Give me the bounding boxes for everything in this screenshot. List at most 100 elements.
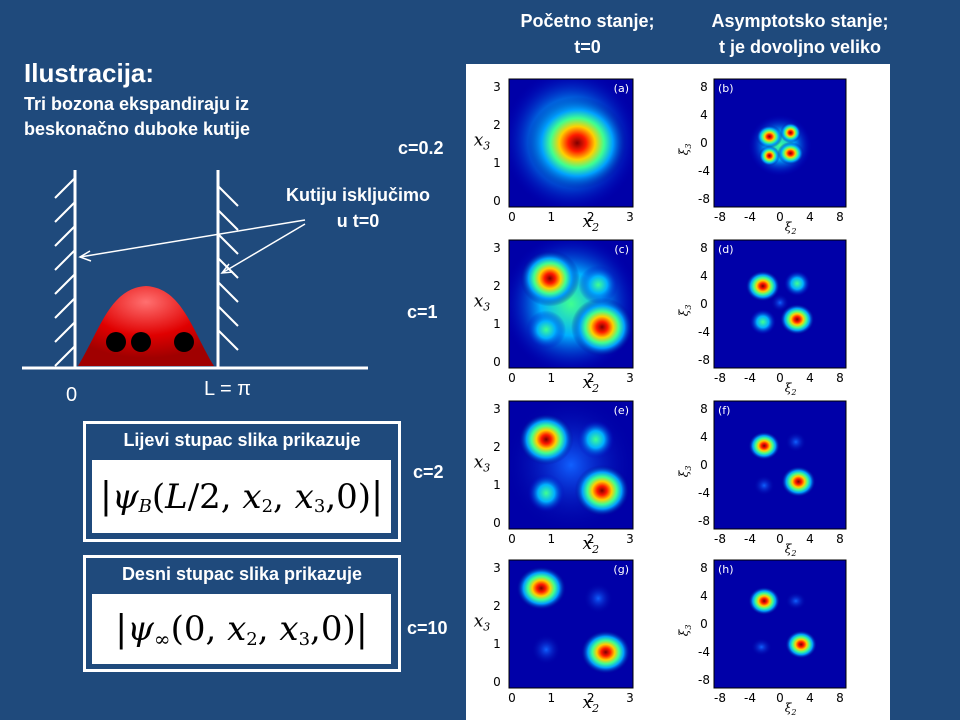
y-tick-label: 0 [700, 297, 708, 311]
heatmap-peak [578, 265, 619, 304]
x-tick-label: 1 [548, 532, 556, 546]
y-tick-label: 0 [493, 516, 501, 530]
x-tick-label: 8 [836, 371, 844, 385]
subtitle-line1: Tri bozona ekspandiraju iz [24, 94, 250, 114]
page-subtitle: Tri bozona ekspandiraju iz beskonačno du… [24, 92, 250, 142]
heatmap-peak [516, 566, 567, 610]
x-tick-label: 0 [508, 691, 516, 705]
x-tick-label: 0 [776, 371, 784, 385]
heatmap-peak [749, 309, 777, 335]
right-column-header-line2: t je dovoljno veliko [718, 37, 882, 57]
y-tick-label: 8 [700, 80, 708, 94]
x-axis-label-left-row4: x2 [583, 693, 600, 715]
heatmap-peak [785, 630, 817, 659]
heatmap-panel-left-row4: (g) [508, 559, 634, 689]
x-tick-label: 0 [776, 691, 784, 705]
right-wall-hatching [217, 185, 239, 351]
x-L-label: L = π [204, 378, 251, 400]
y-tick-label: 3 [493, 241, 501, 255]
heatmap-peak [777, 141, 804, 165]
x-axis-label-left-row2: x2 [583, 373, 600, 395]
x-tick-label: 2 [587, 371, 595, 385]
x-tick-label: 4 [806, 371, 814, 385]
x-tick-label: -4 [744, 210, 756, 224]
wavefunction-bump [78, 286, 214, 366]
panel-tag-right-row1: (b) [718, 82, 734, 95]
x-tick-label: -8 [714, 371, 726, 385]
annotation-arrows [78, 219, 306, 274]
heatmap-peak [781, 466, 816, 498]
right-column-header: Asymptotsko stanje; t je dovoljno veliko [690, 8, 910, 60]
x-tick-label: 0 [508, 210, 516, 224]
heatmap-peak [748, 586, 780, 616]
heatmap-peak [574, 465, 630, 517]
x-axis-label-left-row1: x2 [583, 212, 600, 234]
y-tick-label: 4 [700, 269, 708, 283]
y-tick-label: -4 [698, 325, 710, 339]
x-tick-label: 3 [626, 532, 634, 546]
heatmap-panel-left-row2: (c) [508, 239, 634, 369]
heatmap-peak [756, 125, 783, 149]
x-axis-label-right-row2: ξ2 [785, 381, 797, 397]
y-tick-label: 3 [493, 402, 501, 416]
y-axis-label-left-row4: x3 [474, 612, 491, 634]
box-diagram [22, 170, 368, 370]
x-tick-label: 0 [508, 532, 516, 546]
y-axis-label-left-row1: x3 [474, 131, 491, 153]
y-tick-label: 1 [493, 637, 501, 651]
left-column-header-line2: t=0 [574, 37, 601, 57]
y-tick-label: 8 [700, 402, 708, 416]
y-tick-label: -8 [698, 192, 710, 206]
particle-2 [131, 332, 151, 352]
x-tick-label: 3 [626, 371, 634, 385]
annotation-line1: Kutiju isključimo [285, 185, 431, 205]
heatmap-peak [753, 475, 775, 496]
panel-tag-right-row2: (d) [718, 243, 734, 256]
x-tick-label: -8 [714, 210, 726, 224]
heatmap-peak [520, 250, 580, 307]
c-label-row2: c=1 [407, 302, 438, 322]
c-label-row4: c=10 [407, 618, 448, 638]
y-axis-label-left-row3: x3 [474, 453, 491, 475]
heatmap-peak [527, 96, 627, 190]
panel-tag-left-row1: (a) [614, 82, 629, 95]
y-axis-label-right-row3: ξ3 [677, 466, 693, 478]
y-tick-label: 0 [700, 136, 708, 150]
panel-tag-left-row4: (g) [613, 563, 629, 576]
heatmap-peak [571, 297, 633, 357]
y-tick-label: 0 [493, 355, 501, 369]
x-axis-label-right-row1: ξ2 [785, 220, 797, 236]
x-tick-label: 3 [626, 691, 634, 705]
y-tick-label: 0 [493, 675, 501, 689]
left-column-explanation-box: Lijevi stupac slika prikazuje | ψ B(L/2, x… [83, 421, 401, 542]
y-tick-label: 2 [493, 440, 501, 454]
heatmap-peak [745, 270, 780, 302]
y-tick-label: -8 [698, 514, 710, 528]
y-tick-label: 3 [493, 80, 501, 94]
heatmap-panel-right-row4: (h) [713, 559, 847, 689]
heatmap-panel-right-row1: (b) [713, 78, 847, 208]
x-tick-label: 1 [548, 691, 556, 705]
y-tick-label: 1 [493, 317, 501, 331]
heatmap-peak [750, 638, 773, 656]
x-tick-label: 8 [836, 210, 844, 224]
x-tick-label: -4 [744, 691, 756, 705]
heatmap-panel-left-row1: (a) [508, 78, 634, 208]
page-title: Ilustracija: [24, 58, 155, 88]
y-tick-label: 1 [493, 156, 501, 170]
y-tick-label: -8 [698, 353, 710, 367]
x-tick-label: 4 [806, 210, 814, 224]
x-tick-label: 1 [548, 210, 556, 224]
heatmap-panel-right-row3: (f) [713, 400, 847, 530]
y-tick-label: 0 [493, 194, 501, 208]
y-axis-label-left-row2: x3 [474, 292, 491, 314]
y-tick-label: -4 [698, 164, 710, 178]
heatmap-peak [783, 270, 811, 297]
heatmap-peak [748, 431, 780, 460]
x-tick-label: 2 [587, 691, 595, 705]
y-tick-label: 1 [493, 478, 501, 492]
heatmap-peak [577, 420, 615, 459]
panel-tag-left-row3: (e) [614, 404, 629, 417]
